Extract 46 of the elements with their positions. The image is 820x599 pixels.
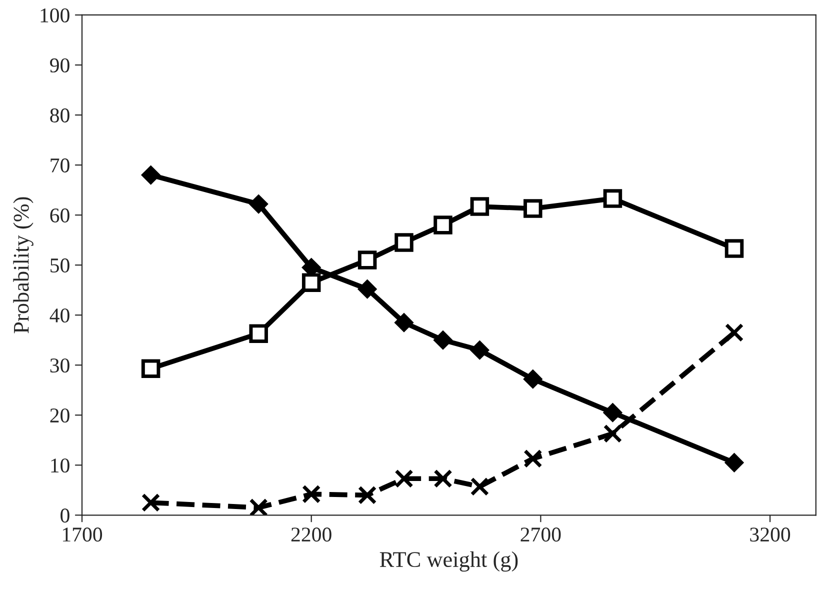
x-axis-title: RTC weight (g) bbox=[380, 551, 518, 572]
x-tick-label: 1700 bbox=[63, 528, 102, 542]
point bbox=[141, 165, 160, 185]
point bbox=[603, 189, 622, 208]
y-tick-label: 100 bbox=[40, 8, 70, 22]
point bbox=[470, 197, 490, 216]
y-tick-label: 40 bbox=[50, 308, 70, 323]
point bbox=[434, 469, 452, 488]
point bbox=[302, 273, 321, 292]
x-tick-label: 2700 bbox=[520, 528, 561, 542]
point bbox=[249, 324, 268, 343]
point bbox=[724, 323, 744, 342]
point bbox=[141, 359, 160, 378]
point bbox=[524, 199, 542, 218]
point bbox=[523, 370, 542, 389]
y-tick-label: 20 bbox=[50, 408, 70, 423]
y-tick-label: 70 bbox=[50, 158, 70, 172]
point bbox=[434, 216, 452, 234]
point bbox=[394, 313, 414, 332]
point bbox=[470, 340, 490, 360]
point bbox=[394, 469, 414, 488]
point bbox=[433, 330, 453, 350]
point bbox=[249, 194, 268, 214]
point bbox=[358, 486, 377, 505]
point bbox=[249, 498, 268, 516]
point bbox=[141, 493, 160, 512]
y-tick-label: 50 bbox=[50, 258, 70, 272]
y-axis-title: Probability (%) bbox=[13, 197, 34, 334]
point bbox=[394, 233, 414, 252]
y-tick-label: 90 bbox=[50, 58, 70, 72]
point bbox=[603, 424, 622, 443]
y-tick-label: 60 bbox=[50, 208, 70, 222]
y-tick-label: 30 bbox=[50, 358, 70, 373]
point bbox=[724, 453, 744, 472]
point bbox=[302, 484, 321, 504]
x-tick-label: 2200 bbox=[291, 528, 332, 542]
point bbox=[603, 403, 622, 422]
point bbox=[358, 250, 377, 270]
y-tick-label: 80 bbox=[50, 108, 70, 122]
y-tick-label: 0 bbox=[60, 508, 70, 523]
point bbox=[358, 280, 377, 299]
x-tick-label: 3200 bbox=[750, 528, 790, 542]
point bbox=[724, 239, 744, 258]
y-tick-label: 10 bbox=[51, 458, 70, 473]
point bbox=[470, 477, 490, 496]
point bbox=[524, 449, 542, 468]
